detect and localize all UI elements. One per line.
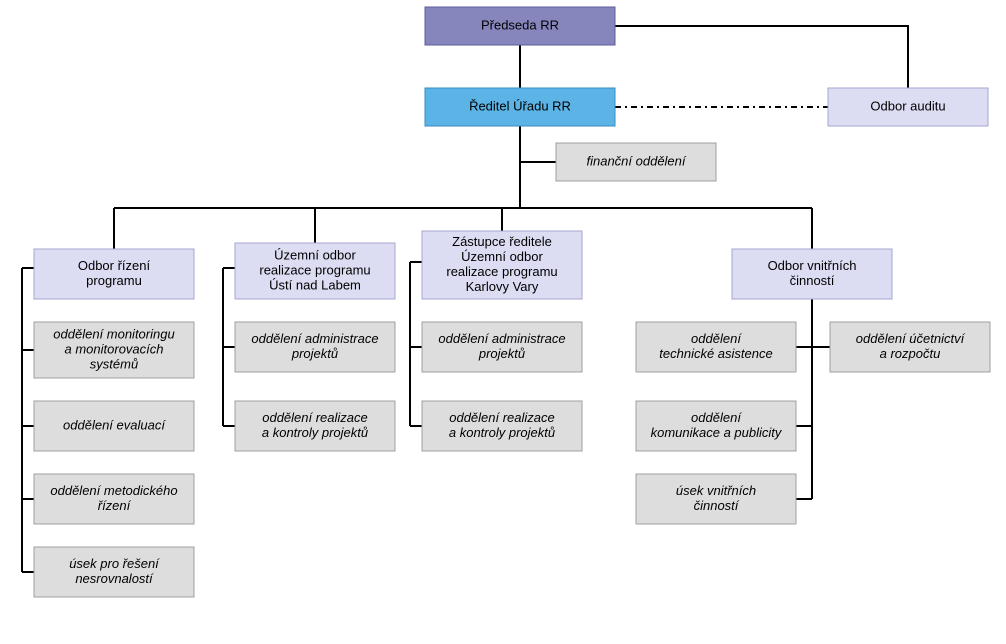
node-label: řízení xyxy=(98,498,132,513)
node-label: Zástupce ředitele xyxy=(452,234,552,249)
node-label: projektů xyxy=(291,346,338,361)
node-label: oddělení administrace xyxy=(438,331,565,346)
node-label: Územní odbor xyxy=(461,249,543,264)
node-label: úsek vnitřních xyxy=(676,483,756,498)
node-kv_1: oddělení administraceprojektů xyxy=(422,322,582,372)
node-label: oddělení administrace xyxy=(251,331,378,346)
org-chart: Předseda RR Ředitel Úřadu RR Odbor auditu f… xyxy=(0,0,1006,644)
node-label: Ředitel Úřadu RR xyxy=(469,98,571,113)
node-label: Odbor řízení xyxy=(78,258,151,273)
node-label: Karlovy Vary xyxy=(466,279,539,294)
node-uzemni_kv: Zástupce řediteleÚzemní odborrealizace p… xyxy=(422,231,582,299)
node-label: oddělení realizace xyxy=(262,410,368,425)
node-label: oddělení evaluací xyxy=(63,417,166,432)
node-vnitrni: Odbor vnitřníchčinností xyxy=(732,249,892,299)
node-label: oddělení xyxy=(691,331,742,346)
node-label: oddělení metodického xyxy=(50,483,177,498)
node-ul_2: oddělení realizacea kontroly projektů xyxy=(235,401,395,451)
node-label: komunikace a publicity xyxy=(651,425,783,440)
node-uzemni_ul: Územní odborrealizace programuÚstí nad L… xyxy=(235,243,395,299)
node-label: finanční oddělení xyxy=(586,153,686,168)
node-label: a rozpočtu xyxy=(880,346,941,361)
node-label: programu xyxy=(86,273,142,288)
node-label: úsek pro řešení xyxy=(69,556,160,571)
node-kv_2: oddělení realizacea kontroly projektů xyxy=(422,401,582,451)
node-predseda: Předseda RR xyxy=(425,7,615,45)
node-label: Odbor auditu xyxy=(870,98,945,113)
node-label: Odbor vnitřních xyxy=(768,258,857,273)
node-label: oddělení realizace xyxy=(449,410,555,425)
node-label: realizace programu xyxy=(446,264,557,279)
node-vn_4: oddělení účetnictvía rozpočtu xyxy=(830,322,990,372)
node-vn_2: odděleníkomunikace a publicity xyxy=(636,401,796,451)
node-finance: finanční oddělení xyxy=(556,143,716,181)
node-label: Územní odbor xyxy=(274,247,356,262)
node-label: oddělení účetnictví xyxy=(856,331,966,346)
node-vn_3: úsek vnitřníchčinností xyxy=(636,474,796,524)
node-label: a kontroly projektů xyxy=(262,425,368,440)
node-label: technické asistence xyxy=(659,346,772,361)
node-label: realizace programu xyxy=(259,262,370,277)
node-audit: Odbor auditu xyxy=(828,88,988,126)
node-label: oddělení monitoringu xyxy=(53,326,174,341)
node-label: Předseda RR xyxy=(481,17,559,32)
node-label: systémů xyxy=(90,356,138,371)
node-label: činností xyxy=(790,273,835,288)
node-rizeni_3: oddělení metodickéhořízení xyxy=(34,474,194,524)
node-label: Ústí nad Labem xyxy=(269,277,361,292)
node-label: a monitorovacích xyxy=(65,341,164,356)
node-label: a kontroly projektů xyxy=(449,425,555,440)
node-vn_1: oddělenítechnické asistence xyxy=(636,322,796,372)
node-label: nesrovnalostí xyxy=(75,571,154,586)
node-rizeni_2: oddělení evaluací xyxy=(34,401,194,451)
node-rizeni: Odbor řízeníprogramu xyxy=(34,249,194,299)
node-label: činností xyxy=(694,498,740,513)
node-label: projektů xyxy=(478,346,525,361)
node-rizeni_1: oddělení monitoringua monitorovacíchsyst… xyxy=(34,322,194,378)
node-rizeni_4: úsek pro řešenínesrovnalostí xyxy=(34,547,194,597)
node-ul_1: oddělení administraceprojektů xyxy=(235,322,395,372)
node-reditel: Ředitel Úřadu RR xyxy=(425,88,615,126)
node-label: oddělení xyxy=(691,410,742,425)
